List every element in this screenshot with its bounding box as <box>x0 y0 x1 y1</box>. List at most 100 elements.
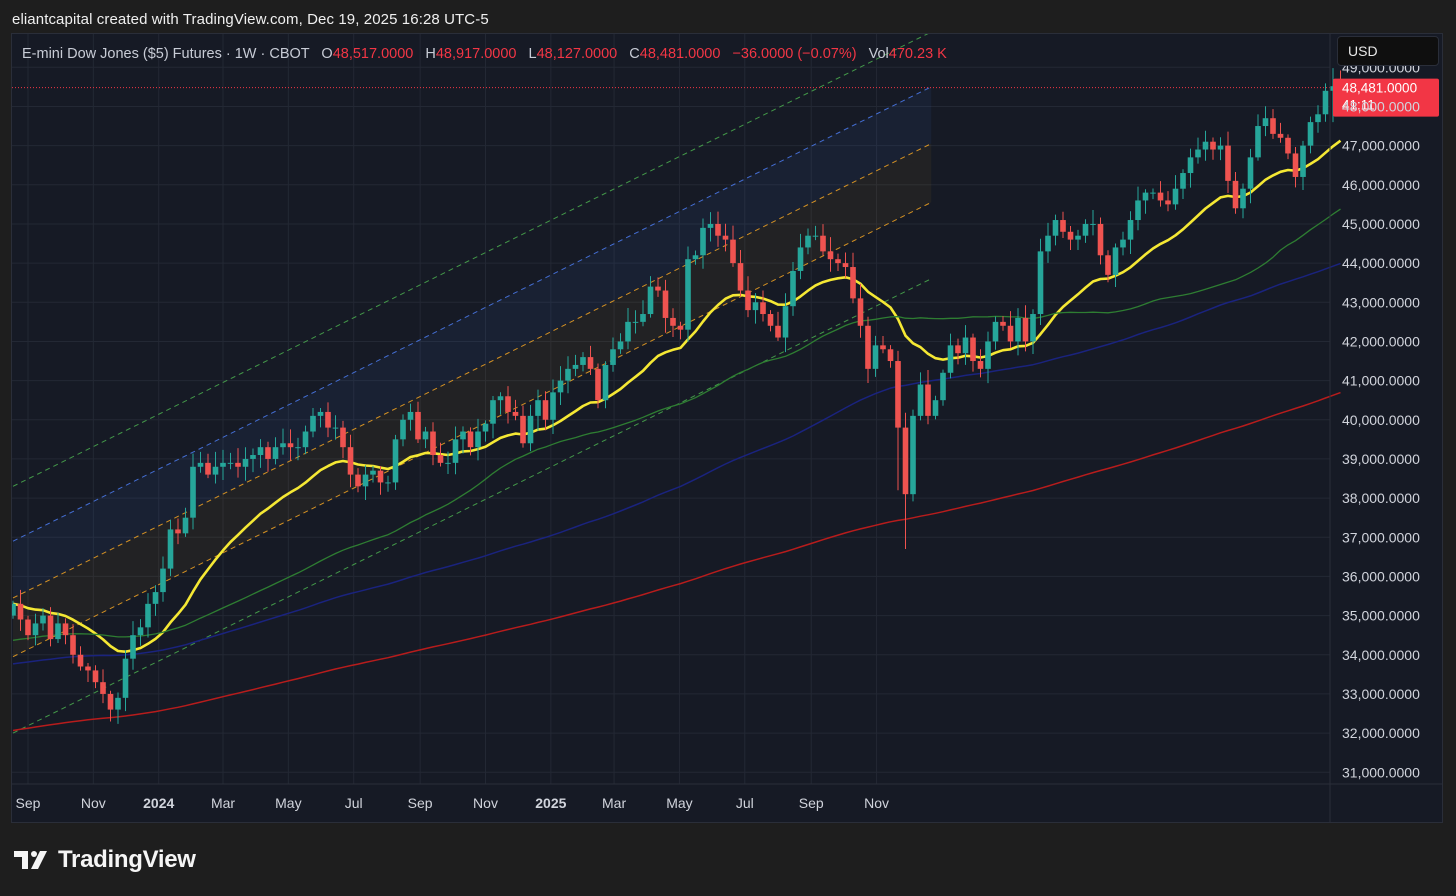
candle-body <box>370 470 376 475</box>
tradingview-logo: TradingView <box>14 846 196 874</box>
candle-body <box>47 615 54 640</box>
candle-body <box>850 267 856 299</box>
candle-body <box>1030 314 1036 342</box>
candle <box>92 665 99 689</box>
y-tick-label: 34,000.0000 <box>1342 647 1420 663</box>
candle-body <box>917 384 924 416</box>
candle <box>1157 181 1164 207</box>
candle <box>767 310 774 332</box>
x-tick-label: Nov <box>864 795 889 811</box>
candle <box>77 646 84 671</box>
candle <box>572 354 579 377</box>
candle <box>1285 134 1291 160</box>
candle-body <box>1022 317 1029 342</box>
candle-body <box>115 697 121 710</box>
candle <box>280 428 286 455</box>
candles <box>12 68 1344 724</box>
symbol-title[interactable]: E-mini Dow Jones ($5) Futures · 1W · CBO… <box>22 46 310 62</box>
candle-body <box>1082 223 1089 236</box>
candle <box>1225 131 1231 194</box>
x-tick-label: Mar <box>211 795 235 811</box>
candle-body <box>317 411 324 416</box>
candle-body <box>1202 141 1209 150</box>
candle-body <box>295 447 301 449</box>
candle <box>115 692 121 724</box>
candle-body <box>745 290 751 311</box>
indicator-sma-200 <box>12 391 1341 732</box>
candle-body <box>385 482 391 484</box>
candle-body <box>242 458 249 467</box>
candle-body <box>617 341 624 350</box>
candle <box>385 475 391 492</box>
candle-body <box>1142 192 1149 201</box>
candle <box>940 369 946 406</box>
y-tick-label: 45,000.0000 <box>1342 216 1420 232</box>
last-price-tag <box>1333 78 1439 117</box>
candle-body <box>602 364 609 401</box>
candle-body <box>1285 137 1291 154</box>
candle <box>1210 137 1216 160</box>
volume-label: Vol <box>868 46 889 62</box>
candle <box>325 402 331 438</box>
candle-body <box>1105 255 1111 275</box>
candle <box>145 593 151 638</box>
candle-body <box>445 462 451 464</box>
candle <box>12 600 16 619</box>
candle <box>1060 211 1066 239</box>
candle-body <box>520 415 526 444</box>
candle-body <box>1060 220 1066 232</box>
candle <box>317 408 324 428</box>
y-tick-label: 43,000.0000 <box>1342 294 1420 310</box>
candle <box>812 225 819 241</box>
candle <box>415 401 421 443</box>
candle-body <box>1052 220 1059 236</box>
candle <box>1255 114 1261 161</box>
candle-body <box>1165 200 1171 205</box>
currency-selector[interactable]: USD <box>1337 36 1439 66</box>
candle <box>1172 175 1179 210</box>
candle-body <box>940 372 946 401</box>
candle-body <box>302 431 309 448</box>
candle <box>1090 210 1096 236</box>
candle-body <box>332 427 339 429</box>
candle-body <box>197 462 204 467</box>
candle <box>625 308 631 350</box>
candle-body <box>205 462 211 475</box>
candle <box>40 608 46 631</box>
candle-body <box>1127 220 1134 240</box>
candle-body <box>160 568 166 593</box>
candle <box>850 252 856 304</box>
candle <box>235 448 241 478</box>
y-tick-label: 33,000.0000 <box>1342 686 1420 702</box>
candle-body <box>662 290 669 318</box>
candle-body <box>1255 126 1261 158</box>
candle <box>737 249 744 297</box>
candle-body <box>1180 173 1186 189</box>
candle-body <box>587 357 594 369</box>
candle <box>377 466 384 495</box>
x-tick-label: Jul <box>736 795 754 811</box>
x-tick-label: Sep <box>408 795 433 811</box>
candle <box>760 290 766 322</box>
candle <box>1262 106 1269 137</box>
candle <box>1232 172 1239 214</box>
last-price-value: 48,481.0000 <box>1342 81 1417 96</box>
candle <box>745 276 751 318</box>
candle <box>460 426 466 454</box>
candle <box>790 261 796 316</box>
candle <box>1150 188 1156 200</box>
candle <box>467 427 474 456</box>
candle-body <box>482 423 489 432</box>
candle <box>242 447 249 481</box>
candle <box>1105 250 1111 283</box>
change-value: −36.0000 (−0.07%) <box>732 46 857 62</box>
candle-body <box>32 623 39 636</box>
candle-body <box>280 443 286 448</box>
candle-body <box>1240 188 1246 209</box>
candle-body <box>452 439 459 463</box>
candle <box>17 589 24 631</box>
chart-panel[interactable]: 48,481.0000 41:11 31,000.0000 32,000.0000 3… <box>11 33 1443 823</box>
candle-body <box>265 447 271 459</box>
candle-body <box>572 364 579 369</box>
